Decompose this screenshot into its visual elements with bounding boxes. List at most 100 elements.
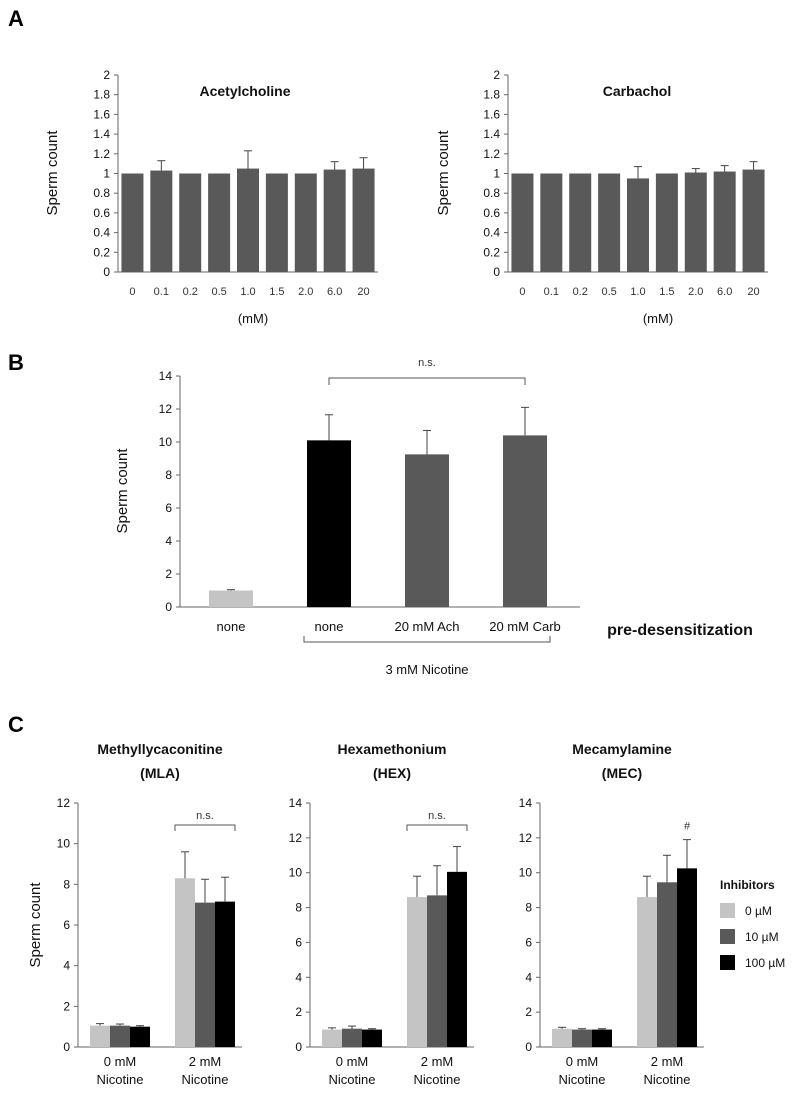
y-tick-label: 4	[525, 970, 532, 984]
x-axis-label: (mM)	[238, 311, 268, 326]
y-tick-label: 0	[165, 600, 172, 614]
bar	[637, 897, 657, 1047]
x-tick-label: 0 mM	[336, 1054, 369, 1069]
y-tick-label: 14	[159, 369, 173, 383]
legend: Inhibitors 0 µM 10 µM 100 µM	[720, 878, 785, 970]
bar	[503, 435, 547, 607]
bar	[552, 1028, 572, 1047]
bar	[352, 168, 375, 272]
significance-label: n.s.	[428, 810, 446, 822]
y-tick-label: 6	[295, 935, 302, 949]
bar	[657, 882, 677, 1047]
chart-layer: 0 0.2 0.4 0.6 0.8 1 1.2 1.4 1.6 1.8 2 Sperm count 0 0…	[27, 68, 785, 1087]
x-tick-label: 2 mM	[421, 1054, 454, 1069]
significance-label: n.s.	[418, 357, 436, 369]
bar	[150, 170, 173, 272]
y-tick-label: 14	[519, 796, 533, 810]
y-tick-label: 0.6	[483, 206, 500, 220]
y-tick-label: 2	[493, 68, 500, 82]
bar	[175, 878, 195, 1047]
chart-title: Acetylcholine	[199, 83, 290, 99]
y-tick-label: 0	[493, 265, 500, 279]
bar	[684, 172, 707, 272]
chart-title: Hexamethonium	[338, 741, 447, 757]
x-tick-label: 0.1	[154, 286, 169, 298]
x-tick-label: 0	[129, 286, 135, 298]
significance-label: n.s.	[196, 810, 214, 822]
bar	[294, 173, 317, 272]
y-tick-label: 8	[63, 877, 70, 891]
x-tick-label: Nicotine	[644, 1072, 691, 1087]
x-tick-label: 2.0	[688, 286, 703, 298]
x-tick-label: 20	[747, 286, 759, 298]
x-tick-label: 0.2	[573, 286, 588, 298]
x-tick-label: 2 mM	[651, 1054, 684, 1069]
bar	[569, 173, 592, 272]
y-tick-label: 0.6	[93, 206, 110, 220]
chart-subtitle: (MEC)	[602, 765, 642, 781]
bar	[713, 171, 736, 272]
x-tick-label: 0.5	[211, 286, 226, 298]
y-axis-label: Sperm count	[114, 448, 131, 534]
x-tick-label: none	[217, 619, 246, 634]
y-tick-label: 10	[519, 866, 533, 880]
bar	[322, 1029, 342, 1047]
axis-caption: pre-desensitization	[607, 622, 753, 639]
x-tick-label: 6.0	[327, 286, 342, 298]
x-tick-label: 20 mM Carb	[489, 619, 561, 634]
chart-title: Methyllycaconitine	[97, 741, 222, 757]
y-tick-label: 1.2	[483, 147, 500, 161]
legend-label: 10 µM	[745, 930, 779, 944]
y-tick-label: 0.4	[93, 226, 110, 240]
y-tick-label: 1	[103, 167, 110, 181]
y-tick-label: 0.8	[483, 186, 500, 200]
y-tick-label: 1.6	[93, 107, 110, 121]
x-tick-label: 1.0	[240, 286, 255, 298]
y-tick-label: 0	[63, 1040, 70, 1054]
panel-label-b: B	[8, 350, 24, 375]
x-tick-label: Nicotine	[559, 1072, 606, 1087]
y-tick-label: 4	[295, 970, 302, 984]
y-tick-label: 12	[519, 831, 533, 845]
y-tick-label: 0	[525, 1040, 532, 1054]
y-tick-label: 1.4	[93, 127, 110, 141]
x-tick-label: 2.0	[298, 286, 313, 298]
x-tick-label: 20 mM Ach	[394, 619, 459, 634]
bar	[215, 901, 235, 1047]
legend-swatch	[720, 903, 735, 918]
bar	[110, 1025, 130, 1047]
bar	[598, 173, 621, 272]
x-tick-label: 6.0	[717, 286, 732, 298]
chart-title: Mecamylamine	[572, 741, 672, 757]
bar	[208, 173, 231, 272]
bar	[195, 902, 215, 1047]
x-tick-label: Nicotine	[97, 1072, 144, 1087]
y-tick-label: 8	[165, 468, 172, 482]
bar	[237, 168, 259, 272]
chart-c1: 0 2 4 6 8 10 12 Sperm count 0 mM Nicotine 2 mM Nico…	[27, 741, 242, 1087]
y-axis-label: Sperm count	[44, 130, 61, 216]
significance-bracket	[174, 824, 236, 831]
legend-title: Inhibitors	[720, 878, 775, 892]
y-tick-label: 6	[63, 918, 70, 932]
panel-label-c: C	[8, 712, 24, 737]
chart-a2: 0 0.2 0.4 0.6 0.8 1 1.2 1.4 1.6 1.8 2 Sperm count 0 0…	[435, 68, 768, 326]
bar	[407, 897, 427, 1047]
y-tick-label: 1	[493, 167, 500, 181]
group-bracket	[303, 636, 551, 643]
x-tick-label: 0 mM	[104, 1054, 137, 1069]
y-axis-label: Sperm count	[27, 882, 44, 968]
bar	[511, 173, 534, 272]
y-tick-label: 2	[63, 999, 70, 1013]
x-tick-label: Nicotine	[182, 1072, 229, 1087]
x-tick-label: 1.5	[659, 286, 674, 298]
bar	[742, 169, 765, 272]
y-tick-label: 12	[57, 796, 71, 810]
legend-label: 0 µM	[745, 904, 772, 918]
x-tick-label: none	[315, 619, 344, 634]
y-tick-label: 0	[103, 265, 110, 279]
chart-title: Carbachol	[603, 83, 671, 99]
y-tick-label: 1.8	[483, 88, 500, 102]
chart-a1: 0 0.2 0.4 0.6 0.8 1 1.2 1.4 1.6 1.8 2 Sperm count 0 0…	[44, 68, 378, 326]
